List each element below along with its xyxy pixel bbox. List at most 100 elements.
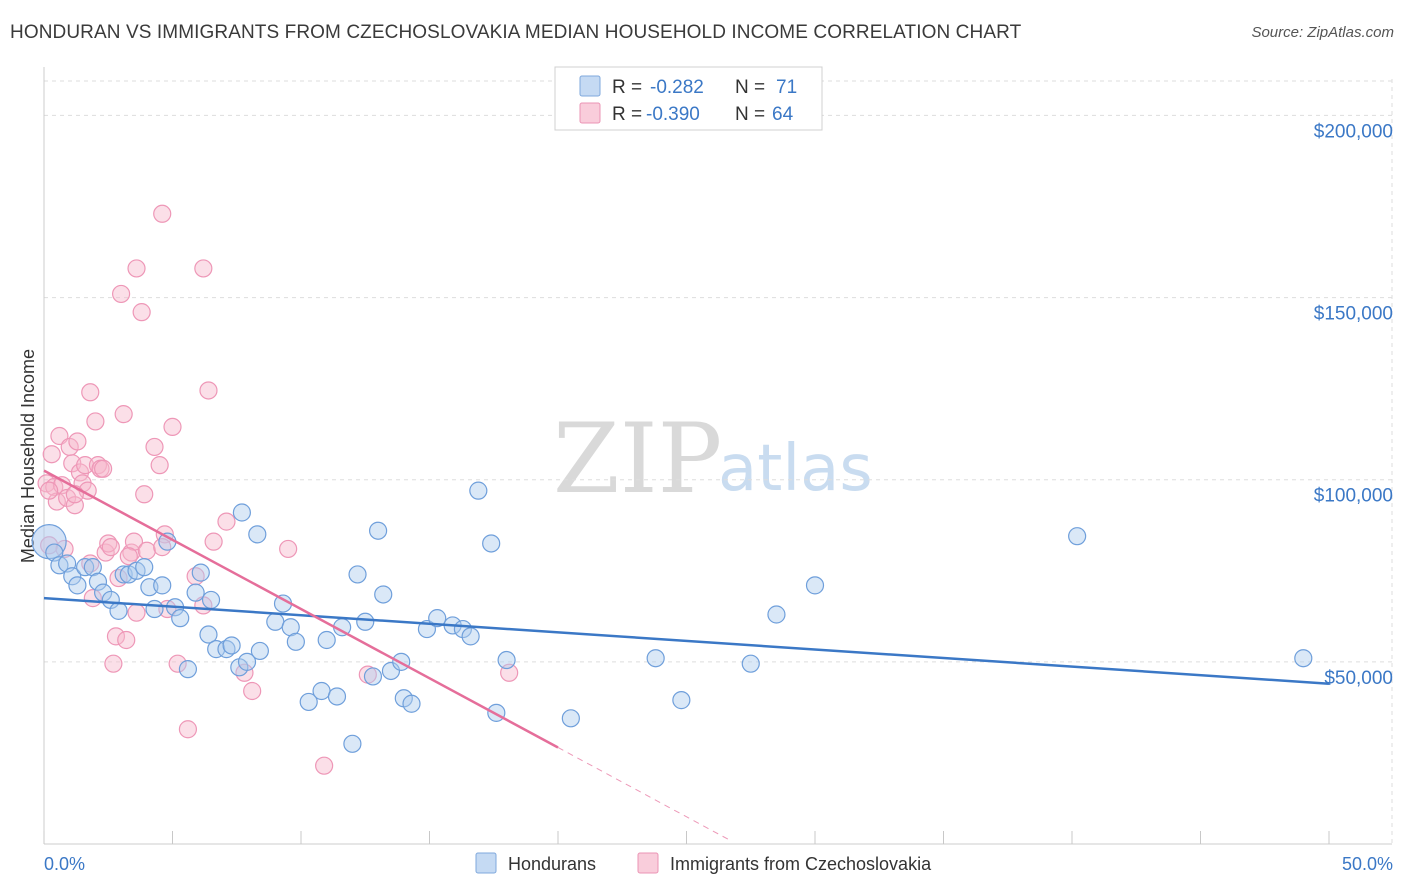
honduran-point	[374, 585, 393, 604]
honduran-point	[250, 641, 269, 661]
legend-r-label: R =	[612, 104, 642, 125]
watermark-zip: ZIP	[553, 403, 722, 515]
honduran-point	[178, 660, 198, 679]
honduran-point	[68, 576, 87, 595]
honduran-point	[369, 521, 388, 540]
czechoslovakia-point	[111, 284, 131, 304]
czechoslovakia-point	[194, 259, 213, 278]
honduran-point	[672, 691, 691, 710]
honduran-point	[232, 503, 251, 522]
legend-n-label: N =	[735, 77, 765, 98]
series-legend: Hondurans Immigrants from Czechoslovakia	[475, 852, 932, 874]
honduran-point	[381, 661, 401, 681]
czechoslovakia-point	[153, 538, 172, 557]
czechoslovakia-point	[217, 512, 236, 531]
czechoslovakia-point	[168, 654, 187, 673]
honduran-point	[317, 630, 336, 650]
honduran-point	[237, 652, 257, 671]
y-axis-title: Median Household Income	[18, 349, 38, 563]
honduran-point	[201, 590, 221, 610]
watermark: ZIP atlas	[553, 403, 873, 515]
trend-line-hondurans	[43, 596, 1330, 685]
czechoslovakia-point	[137, 541, 156, 560]
correlation-legend: R = -0.282 N = 71 R = -0.390 N = 64	[554, 66, 823, 131]
bottom-legend-swatch-hondurans	[475, 852, 497, 874]
czechoslovakia-point	[101, 538, 120, 557]
honduran-point	[561, 709, 580, 728]
series-czechoslovakia	[37, 204, 519, 775]
czechoslovakia-point	[279, 539, 298, 559]
czechoslovakia-point	[68, 432, 87, 451]
source-label: Source: ZipAtlas.com	[1251, 24, 1394, 41]
honduran-point	[248, 525, 267, 544]
honduran-point	[461, 627, 480, 646]
x-tick-label-max: 50.0%	[1342, 854, 1393, 874]
watermark-atlas: atlas	[718, 432, 873, 506]
honduran-point	[266, 612, 285, 631]
czechoslovakia-point	[86, 412, 105, 431]
legend-n-value: 71	[776, 77, 797, 98]
y-tick-label: $150,000	[1314, 304, 1393, 325]
honduran-point	[497, 650, 516, 670]
legend-r-value: -0.282	[650, 77, 704, 98]
czechoslovakia-point	[114, 405, 133, 424]
trend-line-czechoslovakia	[43, 469, 559, 749]
czechoslovakia-point	[145, 437, 164, 457]
series-hondurans	[31, 481, 1313, 753]
bottom-legend-label-hondurans: Hondurans	[508, 854, 596, 874]
czechoslovakia-point	[104, 654, 123, 673]
czechoslovakia-point	[178, 720, 198, 739]
honduran-point	[145, 599, 164, 619]
honduran-point	[191, 563, 210, 582]
czechoslovakia-point	[199, 381, 218, 400]
honduran-point	[646, 649, 665, 668]
czechoslovakia-point	[235, 663, 254, 682]
honduran-point	[76, 558, 95, 577]
honduran-point	[312, 681, 331, 701]
czechoslovakia-point	[127, 259, 146, 278]
honduran-point	[135, 558, 154, 577]
honduran-point	[356, 612, 375, 631]
honduran-point	[482, 534, 501, 553]
x-tick-label-min: 0.0%	[44, 854, 85, 874]
y-tick-label: $50,000	[1324, 668, 1393, 689]
czechoslovakia-point	[106, 627, 126, 646]
czechoslovakia-point	[40, 481, 59, 500]
honduran-point	[348, 565, 367, 584]
honduran-point	[153, 576, 172, 595]
legend-n-label: N =	[735, 104, 765, 125]
bottom-legend-swatch-czechoslovakia	[637, 852, 659, 874]
bottom-legend-label-czechoslovakia: Immigrants from Czechoslovakia	[670, 854, 932, 874]
honduran-point	[1068, 527, 1087, 546]
trend-lines	[43, 469, 1330, 841]
legend-r-value: -0.390	[646, 104, 700, 125]
honduran-point	[88, 572, 108, 591]
czechoslovakia-point	[119, 547, 138, 566]
honduran-point	[299, 692, 318, 712]
czechoslovakia-point	[163, 417, 182, 436]
y-tick-label: $200,000	[1314, 121, 1393, 142]
chart-title: HONDURAN VS IMMIGRANTS FROM CZECHOSLOVAK…	[10, 22, 1022, 43]
legend-n-value: 64	[772, 104, 794, 125]
czechoslovakia-point	[135, 485, 154, 504]
x-axis-ticks	[43, 831, 1330, 844]
legend-swatch-czechoslovakia	[579, 102, 601, 124]
honduran-point	[286, 632, 305, 651]
czechoslovakia-point	[94, 459, 113, 478]
czechoslovakia-point	[204, 532, 223, 551]
honduran-point	[171, 609, 190, 628]
honduran-point	[1294, 649, 1313, 668]
czechoslovakia-point	[81, 383, 100, 402]
honduran-point	[767, 605, 786, 624]
honduran-point	[199, 625, 218, 644]
czechoslovakia-point	[127, 603, 146, 622]
legend-swatch-hondurans	[579, 75, 601, 97]
honduran-point	[207, 640, 226, 659]
czechoslovakia-point	[153, 204, 172, 223]
honduran-point	[63, 567, 82, 586]
honduran-point	[327, 687, 347, 706]
honduran-point	[363, 667, 383, 686]
honduran-point	[186, 583, 205, 602]
trend-line-czechoslovakia-extension	[557, 747, 731, 841]
